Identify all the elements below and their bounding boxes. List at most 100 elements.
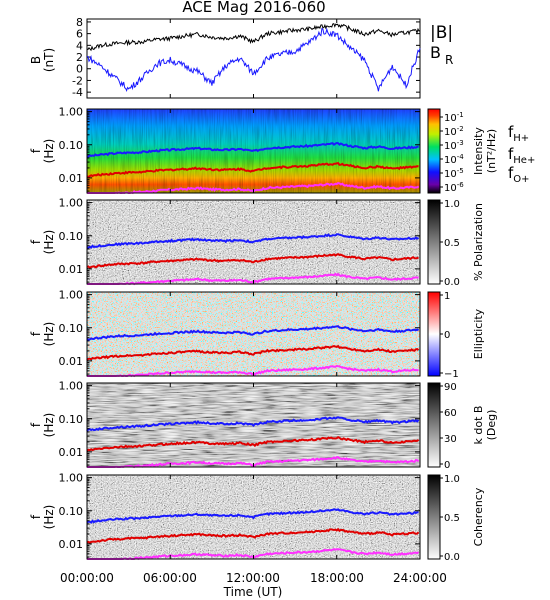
y-tick-label: -2	[72, 74, 83, 87]
colorbar	[427, 382, 441, 468]
y-axis-label: B	[29, 56, 43, 64]
colorbar-tick-label: 1.0	[444, 474, 460, 485]
y-axis-unit: (Hz)	[42, 230, 56, 255]
y-axis-unit: (nT)	[42, 48, 56, 72]
line-series	[86, 19, 421, 98]
y-tick-label: 1.00	[59, 106, 84, 119]
y-tick-label: 1.00	[59, 197, 84, 210]
y-axis-label: f	[29, 331, 43, 336]
y-tick-label: 0.01	[59, 538, 84, 551]
y-tick-label: 4	[76, 39, 83, 52]
panel-ellipticity: 1.00 0.10 0.01 f (Hz) 1 0 −1 Ellipticity	[29, 289, 485, 380]
y-axis-unit: (Hz)	[42, 322, 56, 347]
x-axis-title: Time (UT)	[223, 585, 283, 599]
legend-gyrofrequency-2: fO+	[508, 164, 530, 185]
legend-subscript: He+	[513, 155, 535, 166]
y-tick-label: 0	[76, 63, 83, 76]
y-tick-label: 0.10	[59, 505, 84, 518]
legend-b-r-subscript: R	[445, 53, 453, 67]
y-tick-label: 1.00	[59, 472, 84, 485]
y-tick-label: 1.00	[59, 380, 84, 393]
y-tick-label: 0.10	[59, 230, 84, 243]
panel-intensity: 1.00 0.10 0.01 f (Hz) 10-110-210-310-410-510-…	[29, 106, 535, 195]
colorbar-tick-exponent: -5	[457, 167, 464, 175]
gyrofrequency-f-O-plus	[87, 182, 420, 195]
gyrofrequency-f-He-plus	[86, 527, 420, 544]
x-tick-label-1: 06:00:00	[143, 571, 197, 585]
colorbar	[427, 108, 441, 194]
colorbar-tick-exponent: -3	[457, 139, 464, 147]
gyrofrequency-f-O-plus	[87, 548, 420, 561]
y-axis-unit: (Hz)	[42, 139, 56, 164]
colorbar-tick-label: 0	[444, 460, 450, 471]
x-tick-label-2: 12:00:00	[226, 571, 280, 585]
y-axis-label: f	[29, 239, 43, 244]
colorbar	[427, 474, 441, 560]
y-tick-label: 0.01	[59, 355, 84, 368]
colorbar-label: Ellipticity	[472, 308, 485, 359]
colorbar-tick-label: 1.0	[444, 199, 460, 210]
gyrofrequency-f-He-plus	[86, 252, 419, 269]
y-axis-unit: (Hz)	[42, 413, 56, 438]
y-tick-label: 0.01	[59, 446, 84, 459]
gyrofrequency-f-H-plus	[86, 325, 420, 342]
colorbar-label: k dot B	[472, 406, 485, 445]
colorbar-tick-label: −1	[444, 369, 459, 380]
legend-subscript: O+	[513, 174, 529, 185]
panel-frame	[86, 18, 421, 99]
colorbar-tick-label: 10-1	[444, 111, 464, 124]
colorbar	[427, 291, 441, 377]
y-axis-label: f	[29, 514, 43, 519]
y-tick-label: 0.10	[59, 413, 84, 426]
colorbar-tick-exponent: -6	[457, 181, 465, 189]
y-axis-unit: (Hz)	[42, 505, 56, 530]
x-tick-label-3: 18:00:00	[310, 571, 364, 585]
x-axis: 00:00:00 06:00:00 12:00:00 18:00:00 24:0…	[60, 571, 447, 599]
y-tick-label: 0.01	[59, 172, 84, 185]
y-tick-label: -4	[72, 86, 83, 99]
panel-k-dot-b: 1.00 0.10 0.01 f (Hz) 90 60 30 0 k dot B (Deg)	[29, 380, 498, 471]
colorbar-tick-label: 0.5	[444, 513, 460, 524]
y-tick-label: 0.01	[59, 263, 84, 276]
x-tick-label-0: 00:00:00	[60, 571, 114, 585]
colorbar-tick-label: 10-3	[444, 139, 464, 152]
colorbar-tick-label: 10-2	[444, 125, 464, 138]
colorbar-label: % Polarization	[472, 203, 485, 281]
gyrofrequency-f-O-plus	[87, 272, 419, 286]
y-tick-label: 6	[76, 28, 83, 41]
colorbar-tick-label: 1	[444, 291, 450, 302]
gyrofrequency-f-H-plus	[86, 233, 420, 249]
legend-b-r: B	[430, 43, 441, 62]
y-tick-label: 8	[76, 16, 83, 29]
colorbar-tick-label: 0.5	[444, 238, 460, 249]
colorbar-label: Intensity	[472, 127, 485, 175]
colorbar-unit: (nT²/Hz)	[485, 129, 498, 173]
series-b-r	[86, 27, 421, 93]
colorbar-tick-label: 0	[444, 330, 450, 341]
colorbar-tick-label: 0.0	[444, 552, 460, 563]
y-tick-label: 2	[76, 51, 83, 64]
gyrofrequency-f-H-plus	[86, 508, 419, 524]
panel-polarization: 1.00 0.10 0.01 f (Hz) 1.0 0.5 0.0 % Polarization	[29, 197, 485, 288]
y-tick-label: 0.10	[59, 139, 84, 152]
legend-gyrofrequency-1: fHe+	[508, 145, 535, 166]
y-tick-label: 0.10	[59, 322, 84, 335]
colorbar-tick-label: 30	[444, 434, 457, 445]
colorbar-tick-label: 0.0	[444, 277, 460, 288]
colorbar-tick-label: 60	[444, 408, 457, 419]
legend-subscript: H+	[513, 133, 529, 144]
series-b-total	[86, 22, 421, 52]
colorbar-label: Coherency	[472, 487, 485, 546]
colorbar-unit: (Deg)	[485, 410, 498, 441]
colorbar-tick-exponent: -4	[457, 153, 465, 161]
colorbar-tick-label: 90	[444, 382, 457, 393]
spectrogram-panels: 1.000.100.01f (Hz)10-110-210-310-410-510-…	[29, 106, 535, 563]
y-tick-label: 1.00	[59, 289, 84, 302]
figure-title: ACE Mag 2016-060	[182, 0, 325, 16]
panel-coherency: 1.00 0.10 0.01 f (Hz) 1.0 0.5 0.0 Coherency	[29, 472, 485, 563]
colorbar-tick-label: 10-4	[444, 153, 464, 166]
gyrofrequency-f-He-plus	[86, 344, 420, 361]
